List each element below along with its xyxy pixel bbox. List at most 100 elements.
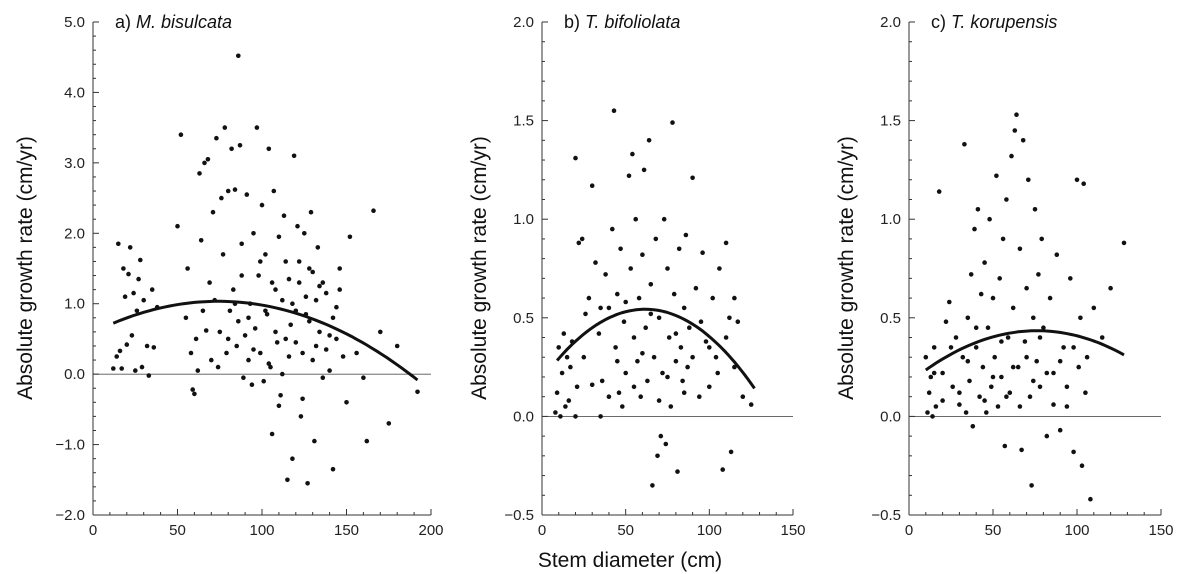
data-point (1083, 390, 1088, 396)
data-point (931, 370, 937, 376)
data-point (723, 240, 729, 246)
data-point (224, 350, 229, 356)
data-point (598, 305, 603, 311)
data-point (633, 216, 638, 222)
data-point (1017, 404, 1023, 409)
data-point (943, 319, 949, 325)
data-point (1081, 181, 1086, 186)
data-point (183, 315, 189, 321)
data-point (975, 207, 981, 212)
data-point (967, 378, 972, 384)
data-point (283, 259, 289, 264)
data-point (364, 438, 370, 444)
data-point (568, 364, 573, 370)
data-point (1009, 153, 1014, 159)
data-point (239, 273, 244, 278)
data-point (593, 260, 598, 265)
data-point (190, 387, 195, 392)
data-point (926, 390, 932, 396)
data-point (957, 390, 962, 396)
data-point (261, 378, 267, 384)
data-point (127, 245, 133, 250)
data-point (687, 325, 692, 331)
data-point (985, 325, 991, 331)
data-point (1064, 404, 1070, 409)
data-point (203, 328, 209, 333)
data-point (626, 173, 632, 179)
data-point (1079, 463, 1085, 469)
data-point (999, 339, 1004, 344)
data-point (925, 410, 930, 415)
data-point (242, 333, 248, 338)
data-point (962, 142, 967, 147)
data-point (710, 295, 715, 301)
x-tick-label: 150 (1148, 522, 1173, 539)
data-point (269, 280, 275, 285)
data-point (720, 467, 725, 472)
data-point (1047, 295, 1053, 301)
data-point (263, 252, 268, 257)
data-point (931, 345, 937, 350)
data-point (126, 271, 131, 277)
data-point (1076, 364, 1081, 370)
data-point (141, 297, 146, 303)
data-point (653, 236, 659, 242)
panel-species: T. bifoliolata (585, 12, 680, 32)
data-point (606, 394, 612, 400)
data-point (337, 266, 343, 271)
y-tick-label: 2.0 (880, 14, 901, 31)
data-point (334, 336, 339, 342)
panel-c: −0.5 0.0 0.5 1.0 1.5 2.0 0 50 100 150 Absolute gro… (835, 12, 1174, 539)
data-point (305, 481, 310, 486)
panel-a: −2.0 −1.0 0.0 1.0 2.0 3.0 4.0 5.0 0 50 100 150 200 Ab… (14, 12, 444, 539)
data-point (723, 335, 729, 340)
data-point (249, 382, 255, 388)
data-point (1037, 335, 1043, 340)
data-point (715, 370, 720, 376)
data-point (195, 368, 201, 373)
data-point (717, 266, 722, 271)
data-point (596, 331, 602, 336)
data-point (114, 354, 119, 359)
data-point (1051, 402, 1056, 407)
data-point (280, 371, 285, 377)
data-point (209, 357, 214, 363)
data-point (599, 378, 605, 384)
data-point (313, 297, 319, 303)
y-tick-label: 1.5 (513, 113, 534, 130)
data-point (193, 336, 199, 342)
x-tick-label: 100 (697, 522, 722, 539)
data-point (673, 331, 679, 336)
data-point (1012, 128, 1018, 133)
data-point (251, 347, 256, 352)
data-point (251, 231, 256, 236)
data-point (116, 241, 121, 247)
data-point (202, 160, 207, 166)
data-point (1091, 305, 1097, 311)
data-point (1057, 427, 1063, 433)
data-point (1019, 447, 1024, 453)
data-point (1074, 177, 1080, 183)
data-point (732, 295, 737, 301)
data-point (640, 351, 645, 356)
data-point (1051, 370, 1056, 376)
x-tick-label: 50 (985, 522, 1002, 539)
data-point (259, 202, 265, 208)
data-point (658, 433, 664, 439)
data-point (606, 305, 612, 311)
y-tick-label: −1.0 (55, 437, 85, 454)
data-point (302, 231, 307, 236)
data-point (656, 315, 662, 321)
data-point (987, 216, 992, 222)
fit-curve (924, 329, 1125, 372)
y-tick-label: −2.0 (55, 507, 85, 524)
data-point (327, 368, 332, 373)
panel-title: c) T. korupensis (931, 12, 1057, 32)
panel-b: −0.5 0.0 0.5 1.0 1.5 2.0 0 50 100 150 Absolute gro… (468, 12, 806, 539)
data-point (232, 187, 238, 192)
data-point (665, 374, 670, 380)
data-point (681, 390, 687, 396)
data-point (610, 226, 615, 232)
data-point (707, 345, 712, 350)
data-point (300, 396, 305, 402)
